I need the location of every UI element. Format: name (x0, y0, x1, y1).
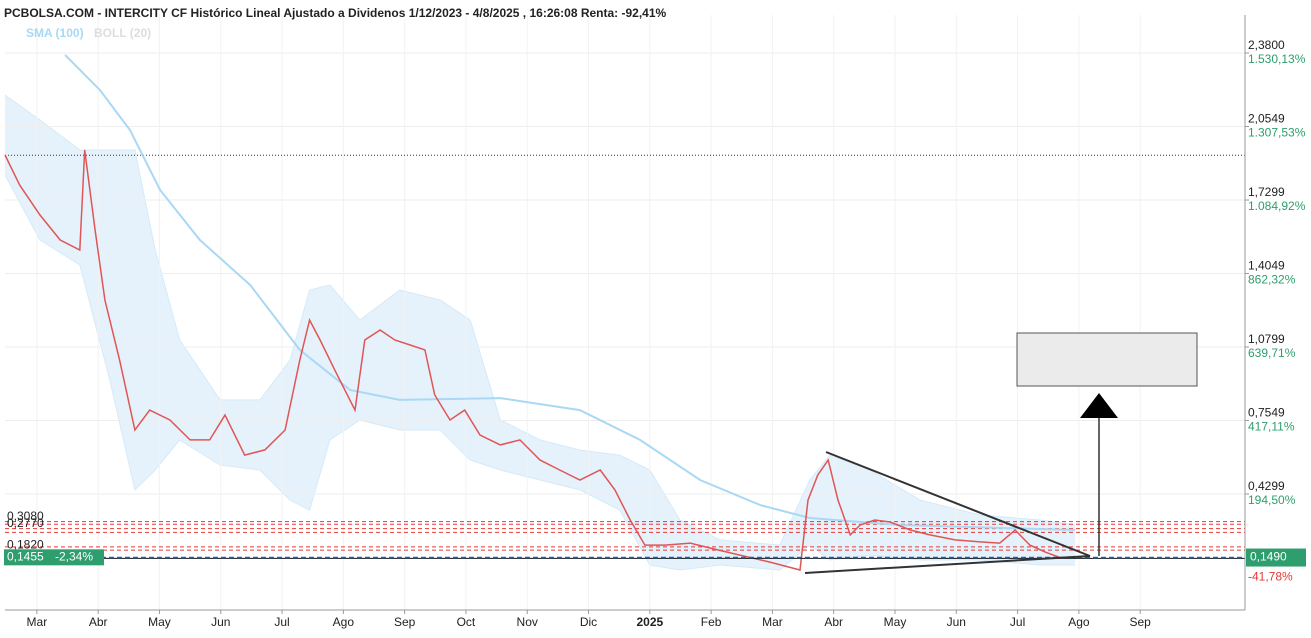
y-tick-label: 1,0799 (1248, 332, 1285, 346)
y-tick-return: 1.307,53% (1248, 126, 1306, 140)
level-label: 0,1820 (7, 537, 44, 551)
x-tick-label: Abr (89, 615, 108, 629)
x-tick-label: Ago (333, 615, 355, 629)
last-price-box (1246, 548, 1306, 567)
x-tick-label: Nov (517, 615, 538, 629)
sma-line (64, 54, 1076, 531)
y-tick-label: 2,0549 (1248, 112, 1285, 126)
y-tick-label: 1,7299 (1248, 185, 1285, 199)
chart-title: PCBOLSA.COM - INTERCITY CF Histórico Lin… (4, 6, 667, 20)
trend-line (825, 451, 1091, 557)
y-tick-return: 1.084,92% (1248, 199, 1306, 213)
x-tick-label: Mar (27, 615, 48, 629)
y-tick-label: 1,4049 (1248, 259, 1285, 273)
y-tick-return: 417,11% (1248, 420, 1295, 434)
y-tick-return: 1.530,13% (1248, 52, 1306, 66)
x-tick-label: Oct (457, 615, 476, 629)
x-tick-label: Jul (1010, 615, 1025, 629)
band-layer (4, 94, 1076, 571)
last-change-label: -2,34% (55, 550, 93, 564)
x-tick-label: May (884, 615, 907, 629)
y-tick-return: 639,71% (1248, 346, 1296, 360)
x-tick-label: 2025 (636, 615, 663, 629)
x-tick-label: Abr (824, 615, 843, 629)
level-label: 0,2770 (7, 516, 44, 530)
price-line (4, 149, 1076, 571)
x-tick-label: Jul (274, 615, 289, 629)
band-upper (4, 94, 1076, 546)
x-tick-label: May (148, 615, 171, 629)
last-close-label: 0,1455 (7, 550, 44, 564)
level-label: 0,3080 (7, 509, 44, 523)
x-tick-label: Ago (1068, 615, 1090, 629)
x-tick-label: Jun (947, 615, 966, 629)
y-tick-label: 2,3800 (1248, 38, 1285, 52)
main-layer (4, 54, 1245, 571)
y-tick-return: 194,50% (1248, 493, 1296, 507)
band-lower (4, 174, 1076, 571)
y-tick-label: 0,4299 (1248, 479, 1285, 493)
target-box (1016, 332, 1198, 387)
last-return-label: -41,78% (1248, 570, 1293, 584)
y-tick-label: 0,7549 (1248, 406, 1285, 420)
trend-line (804, 555, 1091, 574)
last-close-box (4, 549, 104, 566)
x-tick-label: Mar (762, 615, 783, 629)
x-tick-label: Dic (580, 615, 597, 629)
x-tick-label: Sep (1130, 615, 1152, 629)
last-price-label: 0,1490 (1250, 550, 1287, 564)
x-tick-label: Jun (211, 615, 230, 629)
arrow-head (1080, 393, 1118, 418)
legend-boll: BOLL (20) (94, 26, 151, 40)
x-tick-label: Sep (394, 615, 416, 629)
x-tick-label: Feb (701, 615, 722, 629)
legend-sma: SMA (100) (26, 26, 84, 40)
y-tick-return: 862,32% (1248, 273, 1296, 287)
band-fill (5, 95, 1076, 570)
